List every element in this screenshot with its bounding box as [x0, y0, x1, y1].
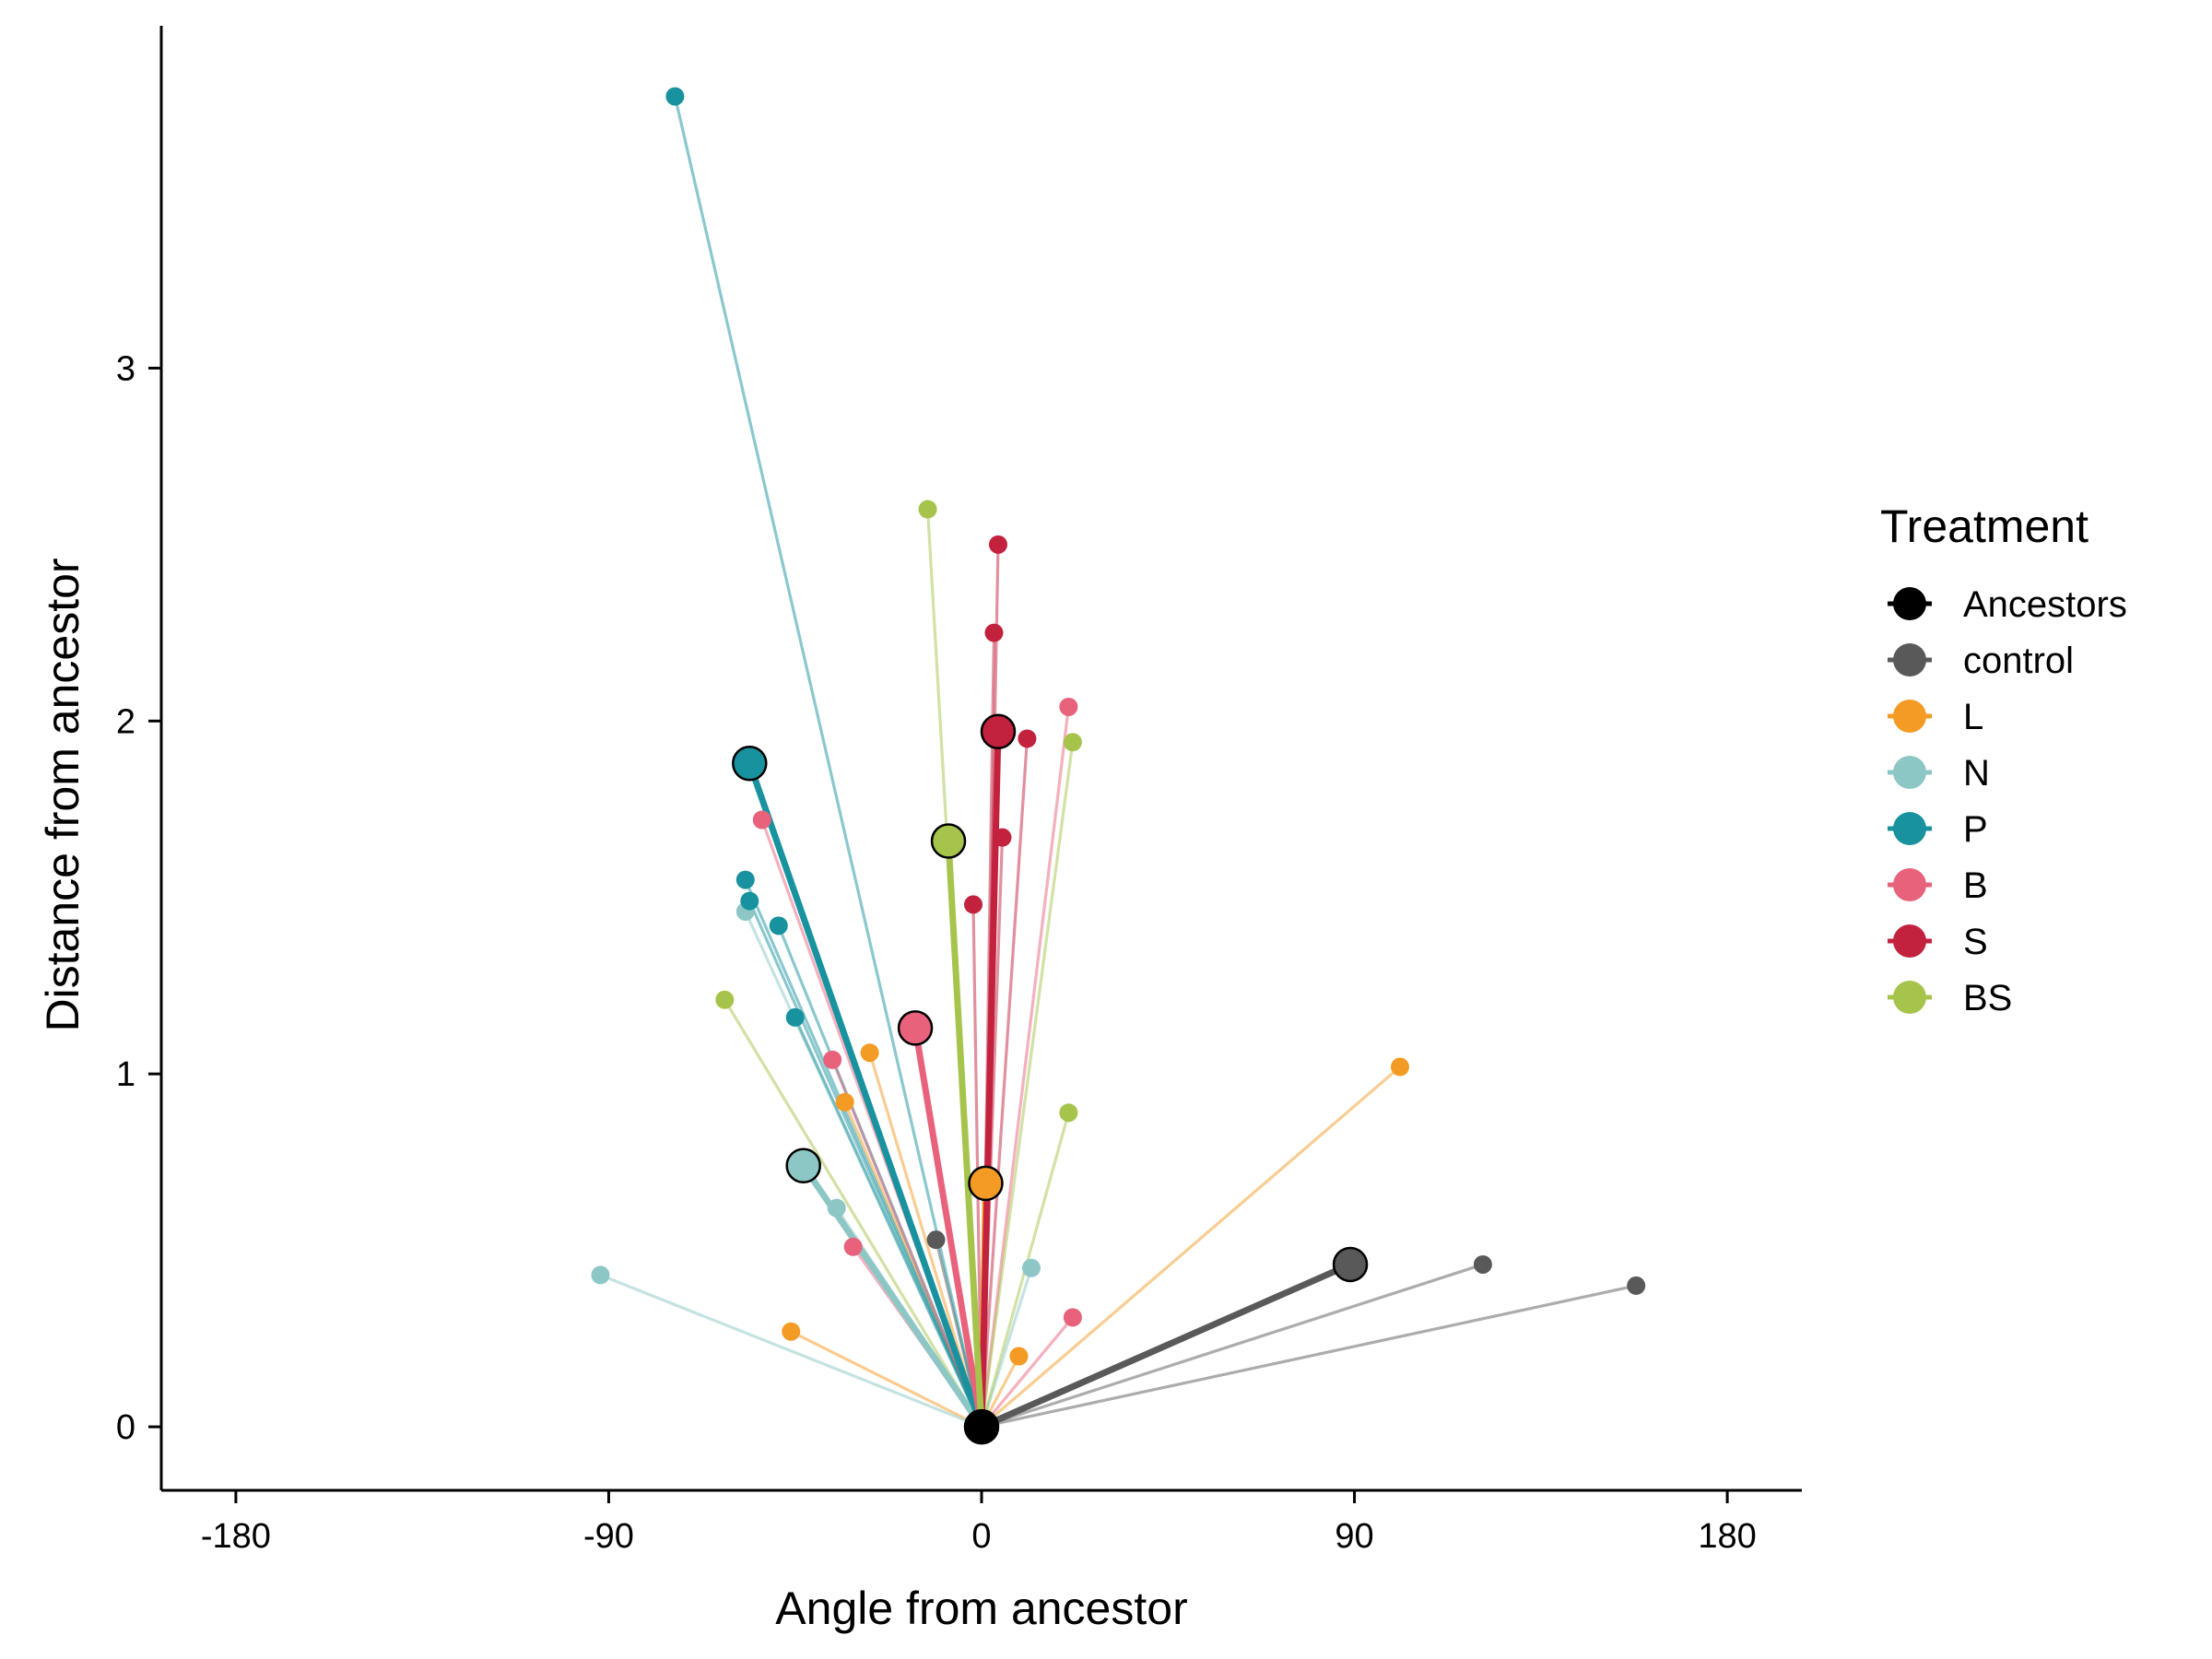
replicate-point-N — [1021, 1258, 1041, 1277]
replicate-point-L — [860, 1043, 879, 1063]
mean-points — [732, 713, 1369, 1445]
x-tick-label: -90 — [583, 1517, 634, 1556]
legend-item: BS — [1888, 978, 2012, 1018]
y-tick-label: 3 — [116, 349, 135, 388]
plot-area — [591, 87, 1646, 1445]
replicate-point-B — [1059, 697, 1078, 716]
replicate-point-L — [1009, 1347, 1029, 1366]
mean-point-B — [897, 1010, 934, 1046]
replicate-line-S — [980, 738, 1030, 1428]
mean-line-B — [912, 1027, 985, 1428]
legend-key-point — [1893, 700, 1926, 733]
replicate-point-control — [926, 1230, 946, 1250]
legend-label: P — [1963, 809, 1988, 850]
replicate-point-S — [1018, 729, 1037, 748]
replicate-point-L — [835, 1092, 854, 1112]
replicate-point-BS — [1059, 1103, 1078, 1123]
x-tick-label: 0 — [971, 1517, 991, 1556]
replicate-point-BS — [1063, 733, 1082, 752]
replicate-line-BS — [723, 998, 983, 1428]
replicate-line-control — [981, 1284, 1637, 1429]
mean-line-control — [980, 1261, 1352, 1430]
mean-point-BS — [930, 823, 967, 859]
replicate-point-P — [785, 1007, 805, 1027]
replicate-lines — [599, 96, 1637, 1429]
legend-key-point — [1893, 868, 1926, 901]
legend-label: N — [1963, 753, 1990, 794]
replicate-points — [591, 87, 1646, 1366]
replicate-point-N — [827, 1198, 846, 1218]
mean-line-S — [978, 731, 1002, 1428]
legend-item: Ancestors — [1888, 584, 2127, 625]
legend-label: L — [1963, 697, 1983, 737]
y-tick-label: 0 — [116, 1408, 135, 1447]
x-tick-label: 90 — [1335, 1517, 1373, 1556]
replicate-point-S — [964, 895, 983, 914]
replicate-line-B — [830, 1059, 983, 1428]
replicate-point-BS — [715, 990, 735, 1009]
replicate-line-P — [673, 96, 983, 1428]
axes: -180 -90 0 90 180 0 1 2 3 — [116, 26, 1802, 1556]
mean-lines — [746, 731, 1352, 1430]
legend-item: L — [1888, 697, 1983, 737]
legend-label: BS — [1963, 978, 2012, 1018]
mean-point-Ancestors — [963, 1408, 1000, 1445]
legend-label: control — [1963, 641, 2074, 681]
replicate-point-control — [1473, 1254, 1492, 1274]
legend-item: S — [1888, 922, 1988, 962]
legend-key-point — [1893, 812, 1926, 845]
replicate-line-L — [980, 1065, 1402, 1429]
legend-key-point — [1893, 587, 1926, 620]
replicate-point-B — [823, 1050, 842, 1069]
mean-point-L — [968, 1165, 1004, 1202]
x-tick-label: 180 — [1698, 1517, 1756, 1556]
mean-point-P — [732, 745, 768, 782]
replicate-point-P — [735, 870, 755, 889]
legend-title: Treatment — [1880, 500, 2088, 552]
x-axis-title: Angle from ancestor — [775, 1583, 1187, 1634]
replicate-line-B — [980, 1316, 1075, 1429]
replicate-point-L — [1390, 1057, 1409, 1077]
y-tick-label: 2 — [116, 702, 135, 741]
mean-point-N — [785, 1147, 821, 1183]
legend-label: Ancestors — [1963, 584, 2127, 625]
replicate-line-BS — [980, 742, 1075, 1428]
replicate-line-L — [790, 1330, 982, 1429]
replicate-point-B — [1063, 1308, 1082, 1327]
legend-key-point — [1893, 981, 1926, 1014]
replicate-point-BS — [918, 500, 937, 519]
legend-key-point — [1893, 924, 1926, 958]
replicate-point-S — [984, 623, 1004, 642]
replicate-point-L — [782, 1322, 801, 1341]
y-axis-title: Distance from ancestor — [37, 558, 88, 1031]
replicate-point-P — [740, 891, 759, 911]
replicate-point-B — [843, 1237, 863, 1256]
mean-point-S — [980, 713, 1017, 750]
replicate-line-control — [981, 1263, 1484, 1429]
y-tick-label: 1 — [116, 1055, 135, 1094]
replicate-point-P — [769, 916, 788, 935]
legend-item: B — [1888, 865, 1988, 906]
replicate-point-S — [993, 828, 1012, 847]
legend-label: B — [1963, 865, 1988, 906]
mean-line-BS — [945, 841, 985, 1428]
legend-item: control — [1888, 641, 2074, 681]
replicate-point-P — [665, 87, 685, 106]
replicate-line-N — [599, 1273, 982, 1429]
legend-label: S — [1963, 922, 1988, 962]
replicate-point-control — [1627, 1276, 1646, 1295]
mean-line-P — [746, 762, 985, 1429]
legend-key-point — [1893, 756, 1926, 789]
legend-key-point — [1893, 643, 1926, 677]
replicate-line-P — [794, 1017, 983, 1428]
replicate-point-S — [988, 535, 1007, 554]
mean-point-control — [1332, 1246, 1369, 1283]
legend-item: N — [1888, 753, 1990, 794]
legend-item: P — [1888, 809, 1988, 850]
replicate-point-B — [752, 810, 771, 830]
x-tick-label: -180 — [201, 1517, 271, 1556]
replicate-point-N — [591, 1265, 610, 1285]
